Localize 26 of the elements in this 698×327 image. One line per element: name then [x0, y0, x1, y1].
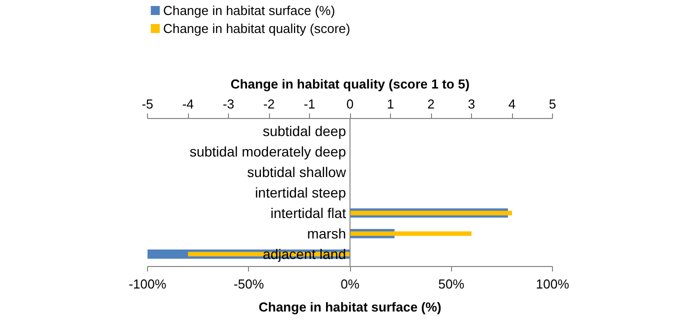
legend-label: Change in habitat quality (score) — [163, 21, 350, 36]
x2-tick-label: 4 — [508, 96, 516, 112]
x2-tick-label: -2 — [263, 96, 275, 112]
x-tick-label: -100% — [128, 276, 167, 292]
y-tick-label: subtidal deep — [262, 122, 346, 139]
y-tick-label: intertidal flat — [270, 205, 346, 222]
y-tick-label: marsh — [307, 226, 346, 242]
legend-label: Change in habitat surface (%) — [163, 3, 336, 18]
y-tick-label: intertidal steep — [254, 184, 346, 200]
x2-tick-label: 2 — [427, 96, 435, 112]
x2-tick-label: -5 — [142, 96, 154, 112]
x-tick-label: 50% — [438, 276, 465, 292]
x2-tick-label: -1 — [304, 96, 316, 112]
y-tick-label: subtidal shallow — [247, 164, 347, 180]
x-tick-label: -50% — [234, 276, 264, 292]
x2-tick-label: 3 — [468, 96, 476, 112]
x2-tick-label: 0 — [346, 96, 354, 112]
y-tick-label: subtidal moderately deep — [190, 143, 346, 160]
x2-tick-label: 5 — [548, 96, 556, 112]
x-tick-label: 0% — [340, 276, 360, 292]
x2-tick-label: -3 — [222, 96, 234, 112]
x2-axis-title: Change in habitat quality (score 1 to 5) — [230, 76, 470, 92]
x2-tick-label: 1 — [386, 96, 394, 112]
x-tick-label: 100% — [536, 276, 570, 292]
x-axis-title: Change in habitat surface (%) — [258, 300, 442, 314]
x2-tick-label: -4 — [182, 96, 194, 112]
